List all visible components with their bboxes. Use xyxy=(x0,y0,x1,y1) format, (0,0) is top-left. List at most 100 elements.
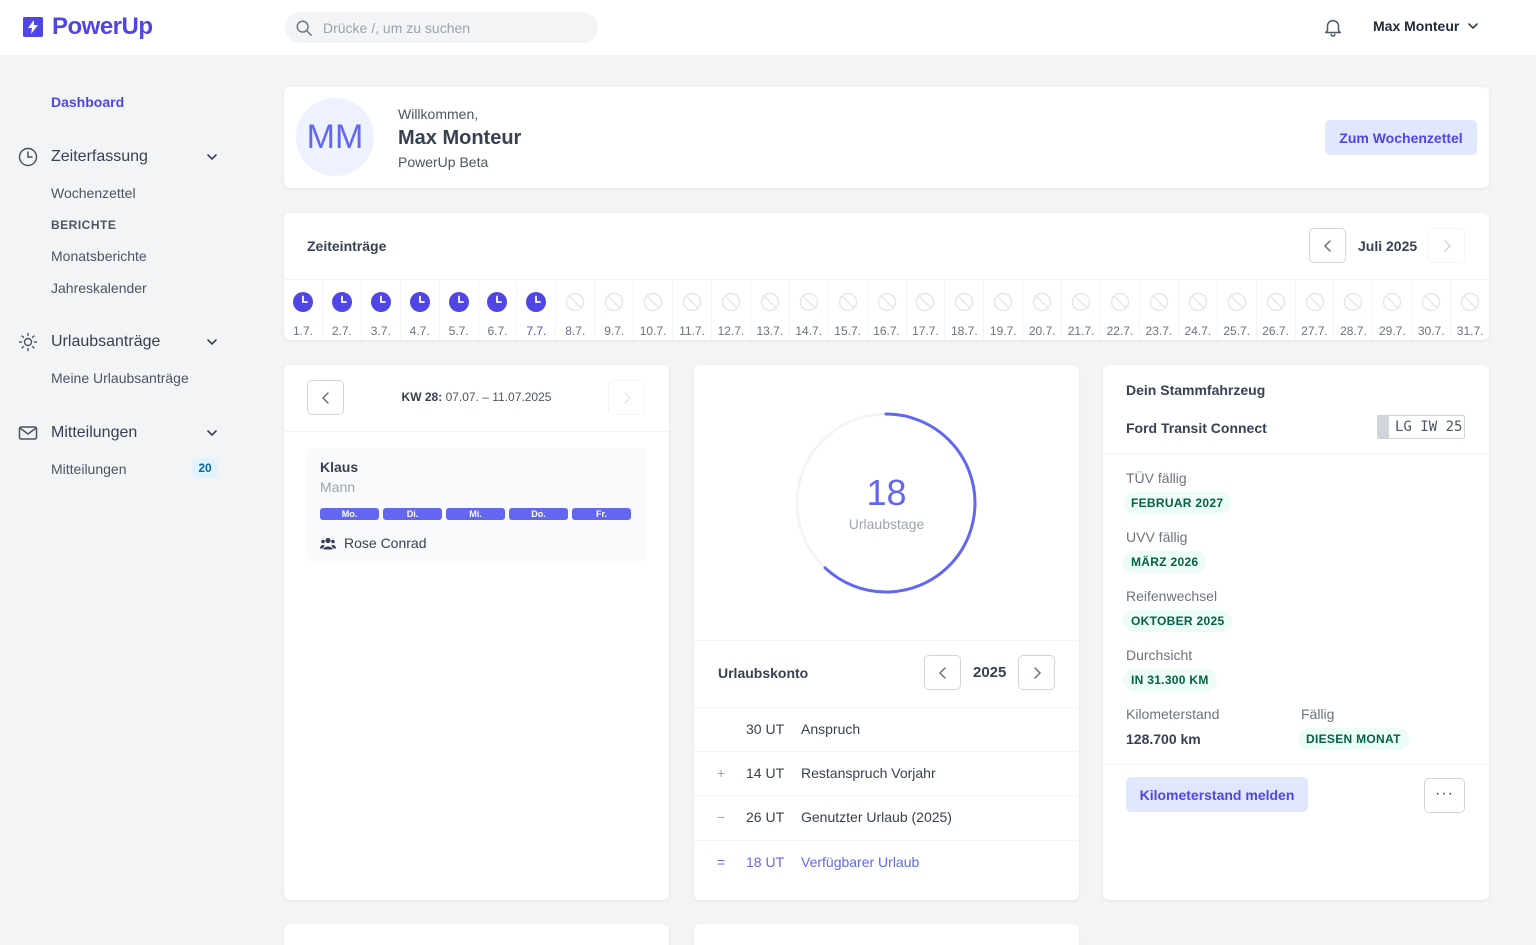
weekday-pill: Mo. xyxy=(320,508,379,520)
day-cell[interactable]: 13.7. xyxy=(751,280,790,340)
card-stub xyxy=(694,924,1079,945)
search-input[interactable] xyxy=(323,19,573,36)
konto-row: 30 UT Anspruch xyxy=(694,707,1079,751)
row-label: Anspruch xyxy=(801,721,861,737)
chevron-right-icon xyxy=(1033,666,1041,679)
sidebar-group-mitteilungen[interactable]: Mitteilungen xyxy=(18,423,218,443)
zum-wochenzettel-button[interactable]: Zum Wochenzettel xyxy=(1325,120,1477,155)
user-menu[interactable]: Max Monteur xyxy=(1373,18,1479,34)
day-label: 6.7. xyxy=(487,324,508,338)
sidebar-item-wochenzettel[interactable]: Wochenzettel xyxy=(51,185,136,201)
employee-name: Klaus xyxy=(320,459,359,475)
no-entry-icon xyxy=(1188,292,1208,312)
day-cell[interactable]: 8.7. xyxy=(556,280,596,340)
next-week-button[interactable] xyxy=(608,380,645,415)
next-month-button[interactable] xyxy=(1428,228,1465,263)
avatar: MM xyxy=(296,98,374,176)
sidebar-item-dashboard[interactable]: Dashboard xyxy=(51,94,125,110)
day-cell[interactable]: 29.7. xyxy=(1373,280,1413,340)
welcome-greeting: Willkommen, xyxy=(398,106,479,122)
weekday-pill: Di. xyxy=(383,508,442,520)
kilometerstand-melden-button[interactable]: Kilometerstand melden xyxy=(1126,777,1308,812)
prev-year-button[interactable] xyxy=(924,655,961,690)
user-name: Max Monteur xyxy=(1373,18,1460,34)
day-cell[interactable]: 31.7. xyxy=(1451,280,1489,340)
day-cell[interactable]: 6.7. xyxy=(479,280,518,340)
week-number: KW 28: xyxy=(401,390,443,404)
day-cell[interactable]: 22.7. xyxy=(1101,280,1140,340)
day-cell[interactable]: 18.7. xyxy=(945,280,985,340)
day-cell[interactable]: 21.7. xyxy=(1062,280,1102,340)
day-cell[interactable]: 9.7. xyxy=(595,280,635,340)
sidebar-item-monatsberichte[interactable]: Monatsberichte xyxy=(51,248,147,264)
day-cell[interactable]: 20.7. xyxy=(1023,280,1063,340)
day-cell[interactable]: 11.7. xyxy=(673,280,712,340)
day-cell[interactable]: 14.7. xyxy=(790,280,829,340)
more-options-button[interactable]: ··· xyxy=(1424,778,1465,813)
km-value: 128.700 km xyxy=(1126,731,1201,747)
day-cell[interactable]: 10.7. xyxy=(634,280,674,340)
sidebar-item-meine-urlaubsantraege[interactable]: Meine Urlaubsanträge xyxy=(51,370,189,386)
chevron-left-icon xyxy=(938,666,946,679)
day-cell[interactable]: 25.7. xyxy=(1218,280,1257,340)
day-cell[interactable]: 3.7. xyxy=(362,280,401,340)
day-cell[interactable]: 15.7. xyxy=(829,280,868,340)
no-entry-icon xyxy=(916,292,935,312)
vehicle-model: Ford Transit Connect xyxy=(1126,420,1267,436)
prev-month-button[interactable] xyxy=(1309,228,1346,263)
urlaubskonto-title: Urlaubskonto xyxy=(718,665,809,681)
search-bar[interactable] xyxy=(285,12,598,43)
row-value: 18 UT xyxy=(746,854,785,870)
no-entry-icon xyxy=(1032,292,1052,312)
day-label: 8.7. xyxy=(565,324,586,338)
day-cell[interactable]: 27.7. xyxy=(1296,280,1335,340)
next-year-button[interactable] xyxy=(1018,655,1055,690)
fahrzeug-card: Dein Stammfahrzeug Ford Transit Connect … xyxy=(1103,365,1489,900)
bell-icon[interactable] xyxy=(1322,16,1344,38)
sidebar-group-urlaub[interactable]: Urlaubsanträge xyxy=(18,332,218,352)
employee-card[interactable]: Klaus Mann Mo. Di. Mi. Do. Fr. Rose Conr… xyxy=(307,448,646,561)
divider xyxy=(1103,764,1489,765)
sidebar-item-jahreskalender[interactable]: Jahreskalender xyxy=(51,280,147,296)
day-cell[interactable]: 16.7. xyxy=(868,280,907,340)
no-entry-icon xyxy=(760,292,780,312)
row-label: Restanspruch Vorjahr xyxy=(801,765,936,781)
day-label: 1.7. xyxy=(292,324,313,338)
day-cell[interactable]: 7.7. xyxy=(517,280,557,340)
divider xyxy=(1103,453,1489,454)
sidebar-item-mitteilungen[interactable]: Mitteilungen xyxy=(51,461,127,477)
day-cell[interactable]: 23.7. xyxy=(1140,280,1179,340)
reifen-badge: OKTOBER 2025 xyxy=(1123,610,1233,632)
prev-week-button[interactable] xyxy=(307,380,344,415)
sidebar-group-zeiterfassung[interactable]: Zeiterfassung xyxy=(18,147,218,167)
day-label: 22.7. xyxy=(1106,324,1134,338)
day-cell[interactable]: 28.7. xyxy=(1334,280,1374,340)
konto-row: − 26 UT Genutzter Urlaub (2025) xyxy=(694,795,1079,839)
day-cell[interactable]: 17.7. xyxy=(907,280,946,340)
day-cell[interactable]: 26.7. xyxy=(1257,280,1296,340)
day-cell[interactable]: 2.7. xyxy=(323,280,362,340)
day-cell[interactable]: 5.7. xyxy=(440,280,479,340)
employee-role: Mann xyxy=(320,479,356,495)
day-label: 28.7. xyxy=(1340,324,1367,338)
row-label: Genutzter Urlaub (2025) xyxy=(801,809,952,825)
row-value: 14 UT xyxy=(746,765,785,781)
app-logo[interactable]: PowerUp xyxy=(23,13,153,41)
day-cell[interactable]: 19.7. xyxy=(984,280,1024,340)
day-cell[interactable]: 12.7. xyxy=(712,280,751,340)
clock-filled-icon xyxy=(292,292,313,312)
konto-row-total: = 18 UT Verfügbarer Urlaub xyxy=(694,840,1079,884)
row-label: Verfügbarer Urlaub xyxy=(801,854,920,870)
plate-number: LG IW 25 xyxy=(1395,419,1463,435)
license-plate: LG IW 25 xyxy=(1377,415,1465,439)
day-cell[interactable]: 4.7. xyxy=(401,280,440,340)
plus-icon: + xyxy=(717,765,726,781)
durchsicht-badge: IN 31.300 KM xyxy=(1123,669,1217,691)
day-cell[interactable]: 1.7. xyxy=(284,280,323,340)
zeiteintraege-title: Zeiteinträge xyxy=(307,238,387,254)
month-label: Juli 2025 xyxy=(1358,238,1418,254)
day-label: 15.7. xyxy=(834,324,861,338)
day-cell[interactable]: 30.7. xyxy=(1412,280,1452,340)
day-cell[interactable]: 24.7. xyxy=(1179,280,1218,340)
week-card: KW 28: 07.07. – 11.07.2025 Klaus Mann Mo… xyxy=(284,365,669,900)
